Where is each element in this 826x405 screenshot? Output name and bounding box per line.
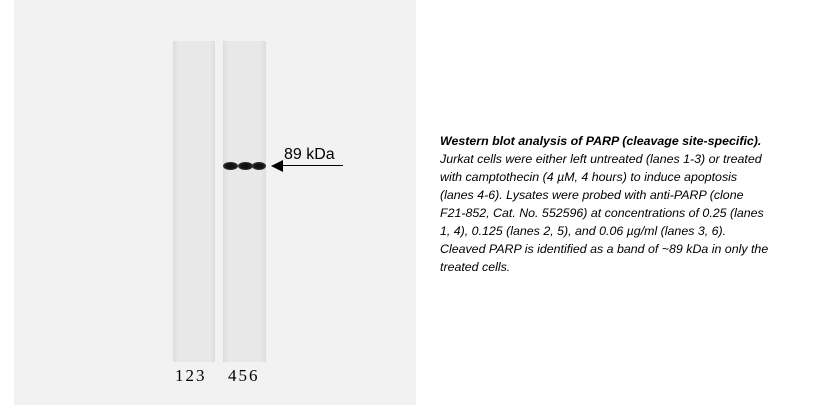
caption-title: Western blot analysis of PARP (cleavage … bbox=[440, 134, 762, 148]
band-size-label: 89 kDa bbox=[284, 146, 335, 163]
lane-strip-untreated bbox=[173, 41, 215, 362]
band-arrow-line bbox=[281, 165, 343, 166]
lane-strip-treated bbox=[223, 41, 266, 362]
caption-line: Cleaved PARP is identified as a band of … bbox=[440, 242, 769, 256]
caption-line: F21-852, Cat. No. 552596) at concentrati… bbox=[440, 206, 764, 220]
figure-caption: Western blot analysis of PARP (cleavage … bbox=[440, 132, 822, 276]
caption-line: treated cells. bbox=[440, 260, 511, 274]
western-blot-panel bbox=[14, 0, 416, 405]
caption-line: with camptothecin (4 µM, 4 hours) to ind… bbox=[440, 170, 738, 184]
band-lane-6 bbox=[252, 162, 266, 170]
band-arrow-icon bbox=[271, 160, 283, 172]
lane-numbers-untreated: 123 bbox=[175, 366, 207, 385]
caption-line: Jurkat cells were either left untreated … bbox=[440, 152, 762, 166]
band-lane-5 bbox=[238, 162, 253, 170]
band-lane-4 bbox=[223, 162, 238, 170]
caption-line: (lanes 4-6). Lysates were probed with an… bbox=[440, 188, 744, 202]
lane-numbers-treated: 456 bbox=[228, 366, 260, 385]
caption-line: 1, 4), 0.125 (lanes 2, 5), and 0.06 µg/m… bbox=[440, 224, 727, 238]
